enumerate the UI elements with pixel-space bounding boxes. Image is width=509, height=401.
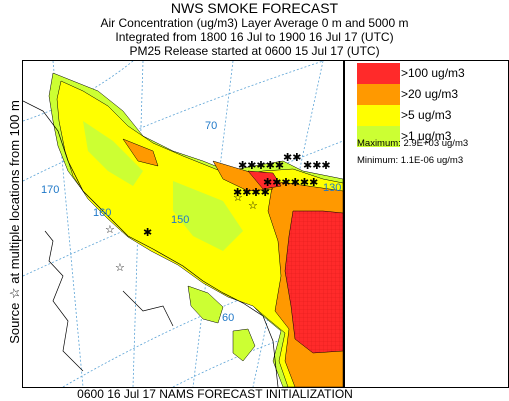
legend-maximum: Maximum: 2.9E+03 ug/m3 [357,138,469,149]
smoke-high-region [212,160,274,192]
legend-item: >20 ug/m3 [357,84,507,105]
legend-item: >5 ug/m3 [357,105,507,126]
coastline [23,100,279,387]
legend-swatch [357,105,400,126]
grid-label: 70 [205,120,217,132]
source-markers: ✱✱✱✱✱ ✱✱✱✱✱✱ ✱✱✱✱ ✱✱✱ ✱✱ ✱ ☆ ☆ ☆ ☆ [105,151,331,274]
source-star: ☆ [233,191,243,204]
release-start: PM25 Release started at 0600 15 Jul 17 (… [129,44,380,58]
legend-swatch [357,84,400,105]
source-star: ☆ [105,223,115,236]
model-initialization: 0600 16 Jul 17 NAMS FORECAST INITIALIZAT… [77,387,353,401]
integration-period: Integrated from 1800 16 Jul to 1900 16 J… [115,30,394,44]
smoke-map-canvas: ✱✱✱✱✱ ✱✱✱✱✱✱ ✱✱✱✱ ✱✱✱ ✱✱ ✱ ☆ ☆ ☆ ☆ 170 1… [23,61,343,387]
legend-minimum: Minimum: 1.1E-06 ug/m3 [357,155,464,166]
source-star: ✱✱✱ [303,159,331,172]
smoke-very-high-region [284,210,343,354]
source-star: ☆ [248,199,258,212]
smoke-low-region [232,328,256,362]
legend-label: >1 ug/m3 [401,129,452,143]
source-star: ✱✱✱✱✱✱ [263,176,318,189]
legend-swatch [357,126,400,147]
grid-label: 150 [171,214,189,226]
smoke-map: ✱✱✱✱✱ ✱✱✱✱✱✱ ✱✱✱✱ ✱✱✱ ✱✱ ✱ ☆ ☆ ☆ ☆ 170 1… [22,60,344,388]
forecast-title: NWS SMOKE FORECAST [170,0,339,16]
grid-label: 160 [93,207,111,219]
grid-label: 60 [222,312,234,324]
legend-item: >100 ug/m3 [357,63,507,84]
smoke-high-region [122,138,159,167]
source-star: ☆ [115,261,125,274]
source-star: ✱✱ [283,151,301,164]
legend-label: >100 ug/m3 [401,66,465,80]
legend-label: >20 ug/m3 [401,87,459,101]
source-label: Source ☆ at multiple locations from 100 … [7,56,22,388]
smoke-very-high-region [247,170,282,190]
concentration-subtitle: Air Concentration (ug/m3) Layer Average … [100,16,409,30]
grid-label: 130 [323,182,341,194]
legend-swatch [357,63,400,84]
grid-label: 170 [41,184,59,196]
legend-label: >5 ug/m3 [401,108,452,122]
source-label-text: Source ☆ at multiple locations from 100 … [7,100,22,344]
legend: >100 ug/m3 >20 ug/m3 >5 ug/m3 >1 ug/m3 M… [344,60,509,388]
source-star: ✱✱✱✱ [233,186,270,199]
source-star: ✱✱✱✱✱ [238,159,284,172]
legend-item: >1 ug/m3 [357,126,507,147]
smoke-low-region [187,285,224,324]
source-star: ✱ [143,226,152,239]
